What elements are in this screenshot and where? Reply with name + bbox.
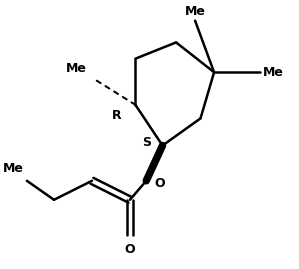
Text: Me: Me: [66, 62, 86, 75]
Text: Me: Me: [3, 162, 24, 175]
Text: O: O: [154, 177, 165, 190]
Text: S: S: [142, 136, 151, 149]
Text: Me: Me: [263, 66, 284, 79]
Text: Me: Me: [185, 5, 205, 18]
Text: R: R: [112, 109, 121, 122]
Text: O: O: [125, 243, 135, 256]
